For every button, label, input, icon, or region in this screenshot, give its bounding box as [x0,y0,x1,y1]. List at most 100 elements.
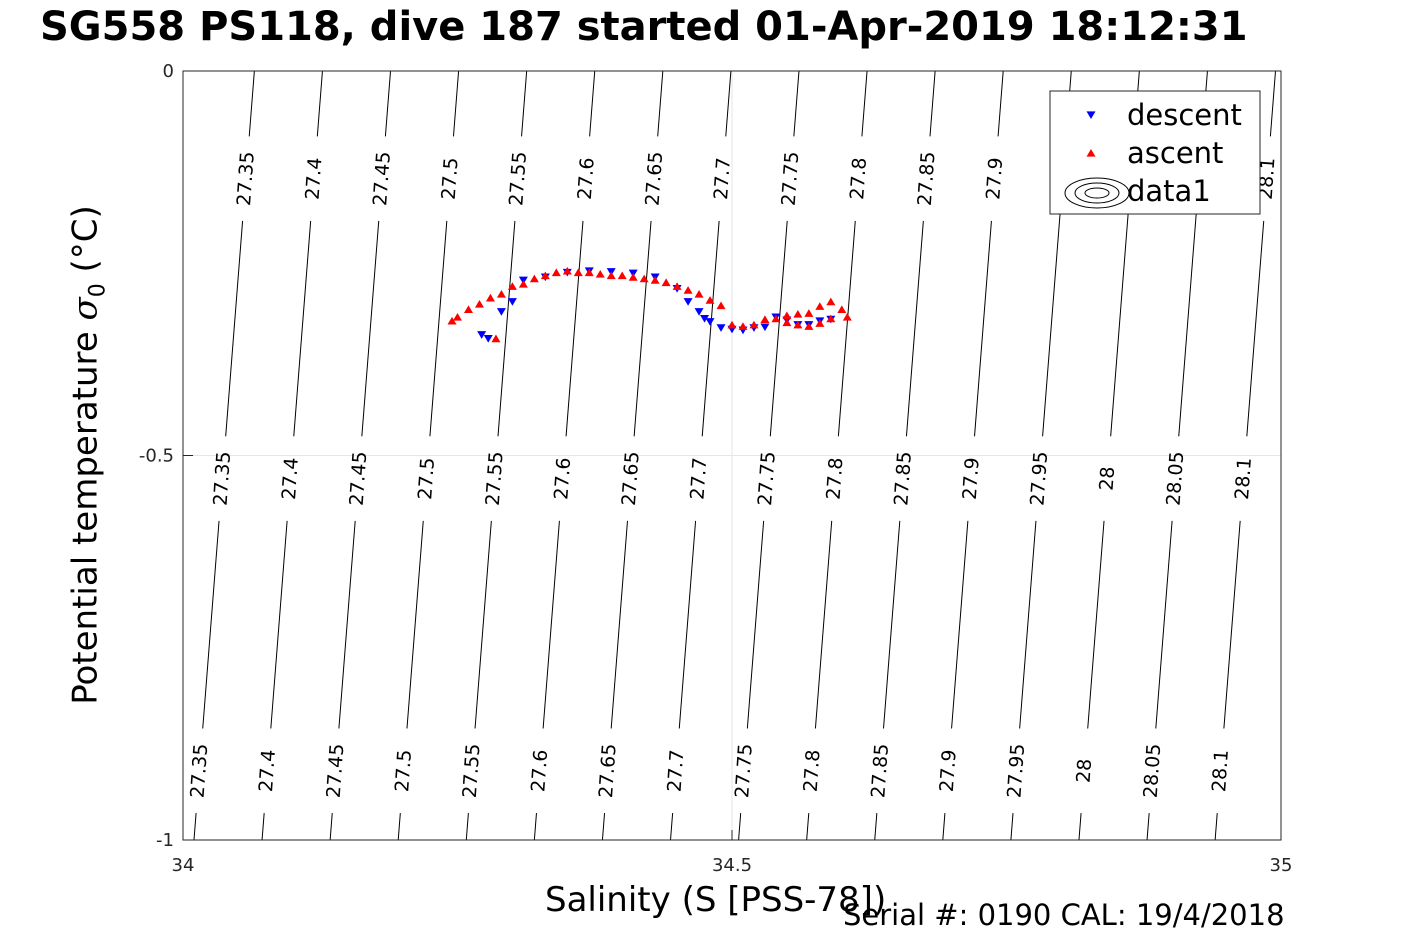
data-point-descent [705,318,715,326]
data-layer [447,266,852,343]
contour-line [1246,220,1265,437]
data-point-ascent [639,274,649,283]
x-tick-label: 35 [1270,855,1293,876]
contour-line [633,220,652,437]
contour-line [521,71,528,137]
contour-line [806,813,810,840]
contour-line [202,520,220,729]
data-point-ascent [683,286,693,294]
data-point-ascent [826,297,836,306]
data-point-descent [507,298,517,306]
contour-label: 27.95 [1026,451,1052,507]
contour-line [193,813,197,840]
contour-line [769,220,788,437]
x-tick-label: 34.5 [712,855,752,876]
contour-label: 27.45 [323,743,349,799]
contour-label: 27.95 [1003,743,1029,799]
contour-line [738,813,742,840]
data-point-ascent [837,305,847,313]
legend-contour-icon [1074,182,1120,204]
data-point-ascent [628,273,638,281]
contour-line [793,71,800,137]
data-point-descent [683,298,693,306]
axes-layer: 34 34.5 35 0 -0.5 -1 [139,61,1293,876]
contour-label: 27.45 [369,151,395,207]
data-point-ascent [760,315,770,323]
contour-label: 27.8 [846,157,871,201]
contour-label: 27.35 [187,743,213,799]
contour-label: 27.35 [209,451,235,507]
contour-line [329,813,333,840]
contour-line [497,220,516,437]
legend-marker-descent [1086,111,1096,120]
data-point-ascent [562,266,572,275]
data-point-descent [483,335,493,343]
contour-line [678,520,697,729]
contour-line [670,813,674,840]
contour-label: 27.6 [550,457,575,501]
contour-label: 28.1 [1208,749,1233,793]
legend-marker-ascent [1086,148,1096,157]
contour-label: 27.35 [233,151,259,207]
data-point-ascent [496,289,506,298]
contour-label: 27.85 [890,451,916,507]
contour-line [610,520,628,729]
contour-label: 27.65 [642,151,668,207]
contour-line [905,220,924,437]
contour-line [474,520,492,729]
data-point-ascent [584,268,594,277]
contour-line [601,813,606,840]
contour-label: 28.05 [1163,451,1189,507]
data-point-descent [700,315,710,323]
contour-line [997,71,1004,137]
contour-line [746,520,765,729]
data-point-ascent [749,320,759,329]
data-point-ascent [804,322,814,330]
data-point-ascent [672,282,682,290]
data-point-ascent [826,314,836,323]
contour-label: 27.55 [505,151,531,207]
y-tick-label: -0.5 [139,446,174,467]
data-point-ascent [529,274,539,283]
data-point-ascent [815,302,825,310]
data-point-descent [496,308,506,316]
contour-line [942,813,946,840]
contour-line [293,220,312,437]
contour-label: 27.85 [867,743,893,799]
contour-line [565,220,584,437]
data-point-ascent [782,318,792,327]
contour-label: 27.5 [391,749,416,793]
contour-line [1214,813,1218,840]
contour-line [270,520,288,729]
contour-line [1155,520,1173,729]
data-point-ascent [463,305,473,313]
contour-line [657,71,664,137]
data-point-ascent [617,271,627,280]
contour-line [361,220,380,437]
contour-label: 27.9 [982,157,1007,201]
chart-title: SG558 PS118, dive 187 started 01-Apr-201… [40,4,1248,50]
contour-label: 27.8 [823,457,848,501]
contour-line [248,71,255,137]
contour-label: 27.75 [731,743,757,799]
contour-label: 27.4 [302,157,327,201]
contour-line [1019,520,1037,729]
contour-line [533,813,537,840]
data-point-ascent [793,309,803,318]
legend: descent ascent data1 [1049,90,1261,215]
contour-label: 27.55 [482,451,508,507]
contour-line [338,520,356,729]
data-point-ascent [474,299,484,308]
contour-label: 27.7 [663,749,688,793]
data-point-ascent [793,320,803,329]
data-point-ascent [727,320,737,329]
serial-cal-footer: Serial #: 0190 CAL: 19/4/2018 [843,898,1285,932]
contour-line [1269,71,1277,137]
contour-label: 27.65 [618,451,644,507]
contour-label: 28 [1073,758,1097,784]
contour-label: 27.9 [959,457,984,501]
contour-line [589,71,596,137]
contour-line [837,220,856,437]
contour-label: 27.85 [914,151,940,207]
data-point-ascent [661,278,671,287]
